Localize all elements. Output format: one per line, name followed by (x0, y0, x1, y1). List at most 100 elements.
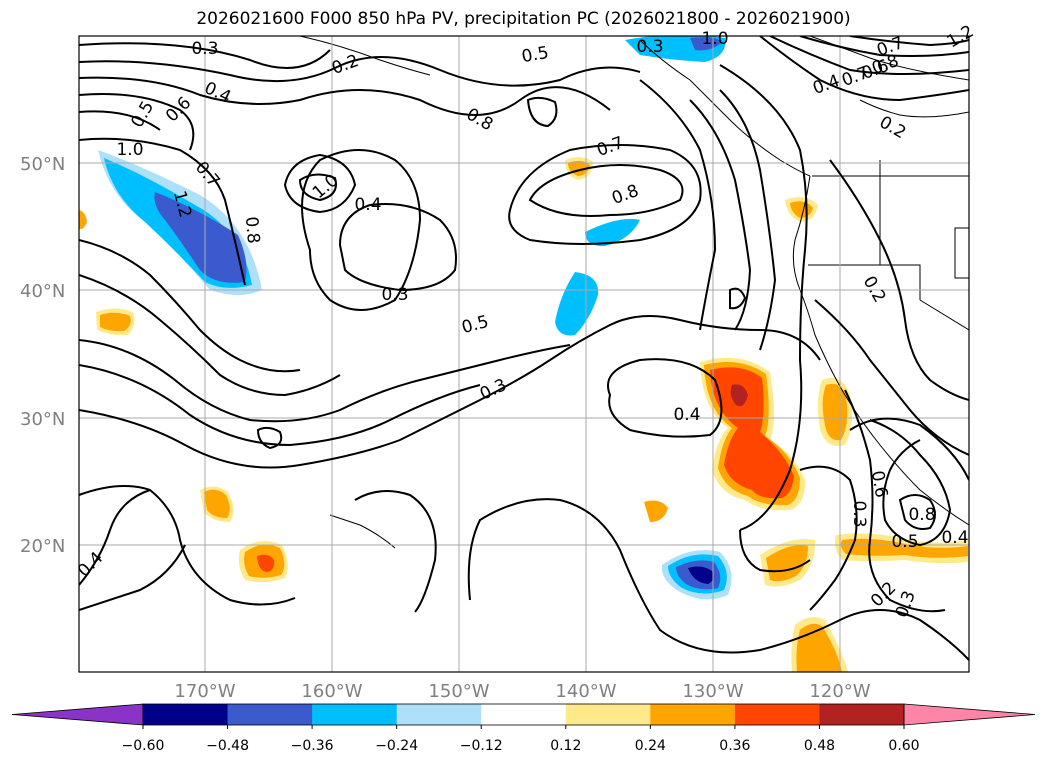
contour-label: 0.3 (849, 500, 869, 527)
positive-area-hawaii-core (257, 554, 275, 572)
contour-line (79, 137, 246, 286)
contour-line (79, 489, 151, 586)
contour-line (79, 339, 571, 423)
contour-line (79, 110, 161, 131)
positive-area-edge (79, 210, 87, 230)
contour-loop (528, 164, 684, 217)
contour-line (869, 419, 952, 547)
colorbar-tick-label: 0.36 (719, 738, 750, 754)
contour-line (639, 79, 717, 331)
contour-line (739, 529, 811, 573)
colorbar-tick-label: 0.12 (550, 738, 581, 754)
contour-line (354, 490, 437, 613)
contour-label: 0.3 (191, 39, 218, 59)
negative-area-subtropical-core (688, 566, 714, 584)
positive-area-south-core (766, 545, 808, 582)
contour-loop (283, 153, 357, 214)
positive-area-offshore-peak (730, 384, 748, 407)
contour-line (467, 498, 969, 661)
contour-line (849, 417, 969, 481)
contour-loop (256, 426, 283, 450)
precipitation-shading (79, 36, 968, 672)
lon-label-120w: 120°W (809, 681, 870, 702)
colorbar-tick-label: −0.60 (122, 738, 165, 754)
contour-label: 0.3 (636, 37, 663, 57)
lat-label-20n: 20°N (20, 536, 65, 557)
contour-loop (729, 287, 747, 310)
contour-label: 0.4 (673, 405, 700, 425)
contour-line (79, 93, 195, 151)
lon-label-130w: 130°W (682, 681, 743, 702)
contour-line (829, 159, 969, 401)
contour-line (79, 485, 296, 606)
colorbar-tick-label: 0.24 (635, 738, 666, 754)
contour-loop (508, 144, 702, 245)
contour-label: 0.8 (908, 505, 935, 525)
positive-area-nw-hawaii-core (204, 489, 230, 518)
positive-area-offshore-core (710, 367, 794, 499)
contour-line (844, 389, 946, 613)
contour-label: 0.5 (520, 43, 550, 67)
contour-line (799, 465, 858, 611)
panhandle-coast (639, 39, 811, 177)
contour-label: 0.4 (941, 528, 968, 548)
contour-label: 1.0 (701, 29, 728, 49)
negative-area-central (555, 272, 599, 336)
contour-line (79, 239, 301, 373)
colorbar-tick-label: −0.12 (460, 738, 503, 754)
aleutian-arc (299, 36, 431, 76)
lon-label-140w: 140°W (555, 681, 616, 702)
contour-line (79, 42, 331, 69)
colorbar-tick-label: −0.24 (375, 738, 418, 754)
contour-loop (607, 358, 723, 438)
contour-loop (338, 203, 457, 292)
lon-label-150w: 150°W (428, 681, 489, 702)
pv-contours (79, 36, 969, 661)
colorbar-frame (142, 703, 905, 726)
contour-label: 0.6 (867, 469, 891, 499)
contour-line (79, 544, 186, 611)
lat-label-50n: 50°N (20, 154, 65, 175)
contour-loop (526, 96, 558, 128)
contour-label: 0.5 (891, 532, 918, 552)
colorbar-bin (396, 704, 482, 725)
contour-loop (301, 149, 422, 311)
contour-line (719, 89, 777, 351)
positive-area-coast-core (822, 383, 848, 441)
colorbar-bin (481, 704, 567, 725)
colorbar-tick-label: −0.48 (206, 738, 249, 754)
contour-label: 0.8 (241, 216, 263, 245)
contour-loop (898, 494, 936, 530)
graticule (79, 36, 969, 672)
contour-line (759, 36, 969, 102)
positive-area-small (644, 500, 668, 522)
colorbar-tick-label: 0.60 (888, 738, 919, 754)
contour-line (799, 36, 969, 57)
contour-loop (298, 173, 337, 202)
contour-line (814, 299, 969, 456)
lon-label-170w: 170°W (174, 681, 235, 702)
west-coast (792, 175, 969, 526)
map-content (79, 36, 969, 672)
colorbar-bin (819, 704, 905, 725)
contour-label: 0.4 (354, 195, 381, 215)
colorbar-bin (312, 704, 398, 725)
lon-label-160w: 160°W (301, 681, 362, 702)
contour-label: 1.0 (116, 140, 143, 160)
contour-line (79, 56, 641, 87)
map-frame (78, 35, 970, 673)
lat-label-40n: 40°N (20, 281, 65, 302)
positive-area-baja-core (840, 538, 968, 558)
colorbar-bin (734, 704, 820, 725)
negative-area-gulf-alaska-core (690, 37, 722, 51)
contour-line (79, 364, 481, 447)
colorbar-bin (143, 704, 229, 725)
canada-coast (859, 99, 969, 118)
colorbar-bin (650, 704, 736, 725)
contour-line (79, 315, 821, 469)
colorbar-tick-label: 0.48 (804, 738, 835, 754)
contour-line (689, 99, 752, 331)
negative-area-north-pacific-core (154, 192, 247, 283)
positive-area-west-core (100, 312, 131, 332)
